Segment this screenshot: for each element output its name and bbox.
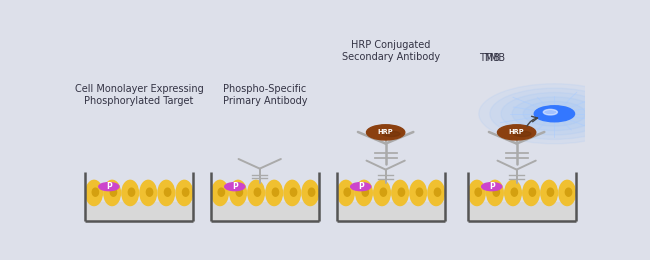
Ellipse shape	[236, 188, 242, 196]
Ellipse shape	[337, 180, 354, 206]
Text: HRP: HRP	[378, 129, 393, 135]
Ellipse shape	[398, 188, 404, 196]
Ellipse shape	[248, 180, 265, 206]
Circle shape	[479, 84, 630, 144]
Ellipse shape	[128, 188, 135, 196]
Ellipse shape	[416, 188, 422, 196]
Text: TMB: TMB	[478, 53, 500, 63]
Ellipse shape	[284, 180, 300, 206]
Ellipse shape	[566, 188, 571, 196]
Ellipse shape	[428, 180, 445, 206]
Ellipse shape	[212, 180, 228, 206]
Ellipse shape	[380, 188, 387, 196]
Ellipse shape	[218, 188, 224, 196]
Bar	[468, 202, 576, 222]
Text: P: P	[106, 182, 112, 191]
Ellipse shape	[122, 180, 138, 206]
Ellipse shape	[183, 188, 188, 196]
Ellipse shape	[356, 180, 372, 206]
Ellipse shape	[514, 131, 531, 137]
Ellipse shape	[176, 180, 192, 206]
Ellipse shape	[92, 188, 99, 196]
Circle shape	[350, 183, 370, 191]
Ellipse shape	[493, 188, 499, 196]
Ellipse shape	[434, 188, 441, 196]
Text: HRP Conjugated
Secondary Antibody: HRP Conjugated Secondary Antibody	[342, 40, 440, 62]
Text: HRP: HRP	[509, 129, 525, 135]
Ellipse shape	[146, 188, 153, 196]
Text: Phospho-Specific
Primary Antibody: Phospho-Specific Primary Antibody	[223, 84, 307, 106]
Ellipse shape	[229, 180, 246, 206]
Ellipse shape	[302, 180, 318, 206]
Ellipse shape	[523, 180, 540, 206]
Text: P: P	[358, 182, 363, 191]
Bar	[337, 202, 445, 222]
Ellipse shape	[504, 180, 521, 206]
Circle shape	[490, 88, 619, 139]
Ellipse shape	[383, 131, 400, 137]
Ellipse shape	[392, 180, 408, 206]
Text: P: P	[232, 182, 238, 191]
Ellipse shape	[410, 180, 426, 206]
Ellipse shape	[158, 180, 175, 206]
Ellipse shape	[308, 188, 315, 196]
Circle shape	[225, 183, 245, 191]
Ellipse shape	[111, 188, 116, 196]
Ellipse shape	[487, 180, 503, 206]
Ellipse shape	[547, 188, 554, 196]
Ellipse shape	[344, 188, 350, 196]
Ellipse shape	[164, 188, 171, 196]
Text: Cell Monolayer Expressing
Phosphorylated Target: Cell Monolayer Expressing Phosphorylated…	[75, 84, 203, 106]
Circle shape	[99, 183, 119, 191]
Circle shape	[512, 97, 597, 131]
Ellipse shape	[266, 180, 283, 206]
Ellipse shape	[541, 180, 558, 206]
Circle shape	[367, 125, 405, 140]
Ellipse shape	[559, 180, 575, 206]
Text: P: P	[489, 182, 495, 191]
Ellipse shape	[362, 188, 369, 196]
Ellipse shape	[140, 180, 157, 206]
Circle shape	[523, 101, 586, 126]
Circle shape	[534, 106, 575, 122]
Text: TMB: TMB	[484, 53, 505, 63]
Ellipse shape	[272, 188, 279, 196]
Ellipse shape	[475, 188, 482, 196]
Ellipse shape	[529, 188, 536, 196]
Circle shape	[497, 125, 536, 140]
Bar	[211, 202, 319, 222]
Circle shape	[482, 183, 502, 191]
Ellipse shape	[254, 188, 261, 196]
Ellipse shape	[104, 180, 120, 206]
Circle shape	[501, 93, 608, 135]
Ellipse shape	[291, 188, 296, 196]
Circle shape	[543, 109, 558, 115]
Ellipse shape	[469, 180, 485, 206]
Bar	[85, 202, 193, 222]
Ellipse shape	[86, 180, 102, 206]
Ellipse shape	[511, 188, 517, 196]
Ellipse shape	[374, 180, 391, 206]
